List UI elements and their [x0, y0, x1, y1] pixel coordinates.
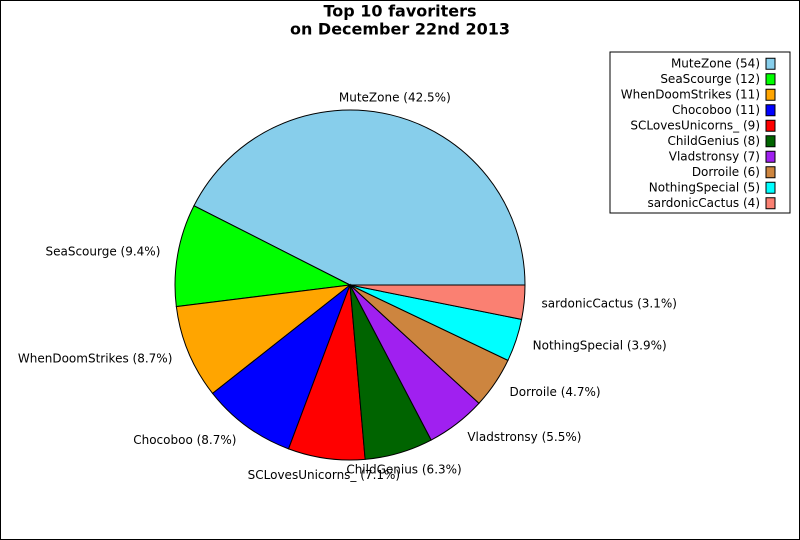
slice-label: Vladstronsy (5.5%) — [467, 430, 581, 444]
pie-slice — [174, 205, 352, 308]
legend-swatch — [765, 166, 776, 179]
pie-slice — [175, 284, 352, 395]
slice-label: Chocoboo (8.7%) — [133, 433, 236, 447]
slice-label: sardonicCactus (3.1%) — [542, 297, 677, 311]
chart-subtitle: on December 22nd 2013 — [290, 20, 510, 39]
pie-slice — [193, 109, 526, 286]
legend-swatch — [765, 57, 776, 70]
slice-label: MuteZone (42.5%) — [339, 90, 451, 104]
slice-label: NothingSpecial (3.9%) — [533, 338, 667, 352]
legend-swatch — [765, 135, 776, 148]
legend-swatch — [765, 197, 776, 210]
legend-swatch — [765, 119, 776, 132]
pie-slice — [349, 284, 526, 320]
legend-label: Vladstronsy (7) — [669, 149, 760, 163]
legend-label: SCLovesUnicorns_ (9) — [630, 118, 760, 132]
chart-title: Top 10 favoriters — [323, 2, 476, 21]
legend-label: NothingSpecial (5) — [649, 180, 760, 194]
legend-label: sardonicCactus (4) — [647, 196, 760, 210]
legend-label: MuteZone (54) — [671, 56, 760, 70]
legend-swatch — [765, 150, 776, 163]
slice-label: WhenDoomStrikes (8.7%) — [18, 352, 172, 366]
legend-box — [609, 51, 791, 214]
slice-label: ChildGenius (6.3%) — [346, 462, 461, 476]
legend-label: SeaScourge (12) — [660, 72, 760, 86]
legend-label: WhenDoomStrikes (11) — [621, 87, 760, 101]
slice-label: SCLovesUnicorns_ (7.1%) — [248, 468, 400, 482]
legend-swatch — [765, 73, 776, 86]
slice-label: Dorroile (4.7%) — [510, 385, 601, 399]
legend-label: Chocoboo (11) — [672, 103, 760, 117]
legend-swatch — [765, 88, 776, 101]
legend-label: ChildGenius (8) — [667, 134, 760, 148]
legend-label: Dorroile (6) — [692, 165, 760, 179]
slice-label: SeaScourge (9.4%) — [45, 244, 160, 258]
legend-swatch — [765, 181, 776, 194]
legend-swatch — [765, 104, 776, 117]
pie-slice — [211, 283, 352, 450]
